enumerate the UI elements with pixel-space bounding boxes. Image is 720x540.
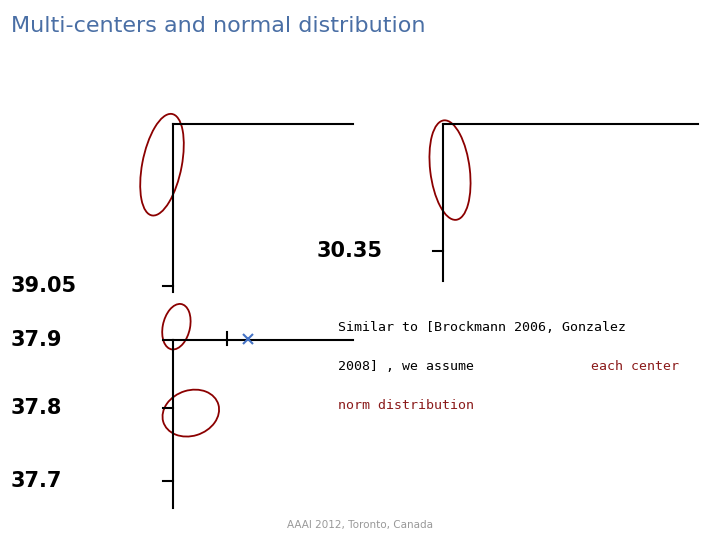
Text: 39.05: 39.05 [11, 276, 77, 296]
Text: each center: each center [591, 360, 680, 373]
Text: norm distribution: norm distribution [338, 399, 474, 412]
Text: 37.8: 37.8 [11, 397, 62, 418]
Text: Similar to [Brockmann 2006, Gonzalez: Similar to [Brockmann 2006, Gonzalez [338, 321, 626, 334]
Text: 30.35: 30.35 [317, 241, 383, 261]
Text: 37.7: 37.7 [11, 470, 62, 491]
Text: 37.9: 37.9 [11, 330, 63, 350]
Text: Multi-centers and normal distribution: Multi-centers and normal distribution [11, 16, 426, 36]
Text: 2008] , we assume: 2008] , we assume [338, 360, 482, 373]
Text: AAAI 2012, Toronto, Canada: AAAI 2012, Toronto, Canada [287, 520, 433, 530]
